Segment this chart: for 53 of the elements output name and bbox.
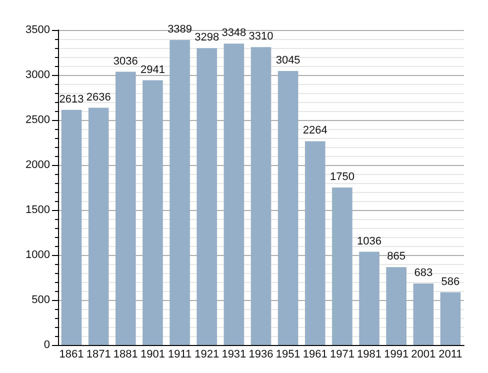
data-label: 3045 [276, 54, 300, 66]
data-label: 586 [441, 276, 460, 288]
data-label: 3036 [113, 55, 138, 68]
bar [116, 72, 136, 345]
data-label: 2636 [86, 91, 111, 104]
bar [413, 284, 434, 345]
bar [278, 70, 298, 345]
x-tick-label: 2001 [411, 348, 436, 360]
y-tick-label: 2000 [26, 159, 50, 171]
y-tick-label: 0 [44, 339, 50, 351]
y-tick-label: 3500 [26, 24, 50, 36]
x-tick-label: 1931 [222, 348, 246, 360]
x-tick-label: 1991 [384, 348, 409, 360]
bar [88, 108, 109, 345]
bar [142, 80, 163, 345]
x-tick-label: 1981 [357, 348, 382, 360]
x-tick-label: 1861 [59, 348, 84, 360]
x-tick-label: 1961 [302, 348, 328, 360]
bar [224, 44, 244, 345]
data-label: 3298 [194, 32, 220, 44]
x-tick-label: 1936 [248, 348, 274, 360]
data-label: 3348 [222, 27, 246, 40]
x-tick-label: 1971 [330, 348, 354, 360]
bar [196, 48, 218, 345]
bar [170, 40, 190, 345]
y-tick-label: 3000 [26, 69, 50, 81]
bar [332, 188, 352, 345]
x-tick-label: 1871 [86, 348, 111, 360]
bar [304, 141, 326, 345]
data-label: 1036 [357, 235, 382, 248]
y-tick-label: 500 [32, 294, 50, 306]
x-tick-label: 1921 [194, 348, 220, 360]
bar [359, 252, 380, 345]
data-label: 3389 [168, 23, 192, 36]
x-tick-label: 1881 [113, 348, 138, 360]
bar [440, 292, 461, 345]
y-tick-label: 1500 [26, 204, 50, 216]
x-tick-label: 1911 [168, 348, 192, 360]
bar [386, 267, 406, 345]
y-tick-label: 1000 [26, 249, 50, 261]
x-tick-label: 1951 [276, 348, 300, 360]
data-label: 865 [387, 250, 406, 263]
y-tick-label: 2500 [26, 114, 50, 126]
data-label: 1750 [330, 171, 354, 183]
data-label: 3310 [248, 30, 274, 43]
data-label: 2941 [140, 64, 165, 76]
data-label: 2613 [59, 93, 84, 106]
data-label: 2264 [302, 124, 328, 137]
x-tick-label: 2011 [438, 348, 462, 360]
data-label: 683 [414, 267, 433, 280]
bar [61, 110, 82, 345]
x-tick-label: 1901 [140, 348, 165, 360]
bar [250, 47, 272, 345]
